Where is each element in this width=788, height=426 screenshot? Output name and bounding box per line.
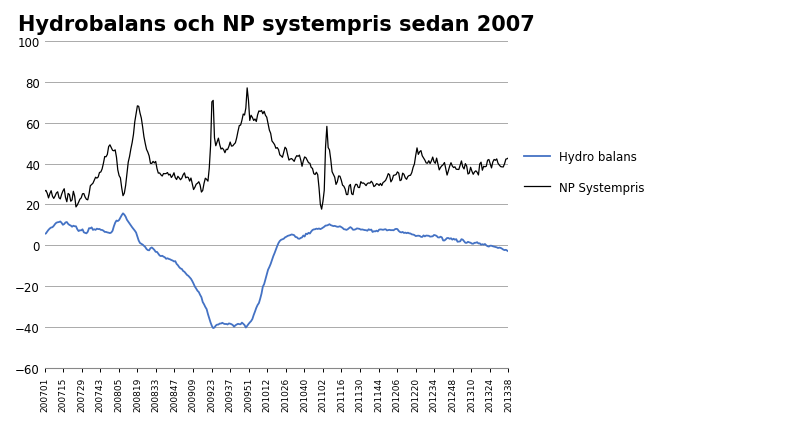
Title: Hydrobalans och NP systempris sedan 2007: Hydrobalans och NP systempris sedan 2007 [18,15,535,35]
NP Systempris [40,189,50,194]
NP Systempris [317,207,326,212]
Hydro balans [40,232,50,237]
Hydro balans [359,228,368,233]
Legend: Hydro balans, NP Systempris: Hydro balans, NP Systempris [519,146,649,199]
Hydro balans [504,249,513,254]
Hydro balans [209,326,218,331]
Hydro balans [317,226,326,231]
NP Systempris [69,189,78,194]
NP Systempris [359,181,368,186]
Hydro balans [214,322,223,327]
Line: NP Systempris: NP Systempris [45,89,508,210]
Hydro balans [478,242,487,247]
NP Systempris [478,168,487,173]
Hydro balans [118,211,128,216]
NP Systempris [504,156,513,161]
Hydro balans [69,224,78,229]
Hydro balans [335,224,344,229]
NP Systempris [335,174,344,179]
Line: Hydro balans: Hydro balans [45,214,508,328]
NP Systempris [211,144,221,149]
NP Systempris [316,202,325,207]
NP Systempris [243,86,252,91]
